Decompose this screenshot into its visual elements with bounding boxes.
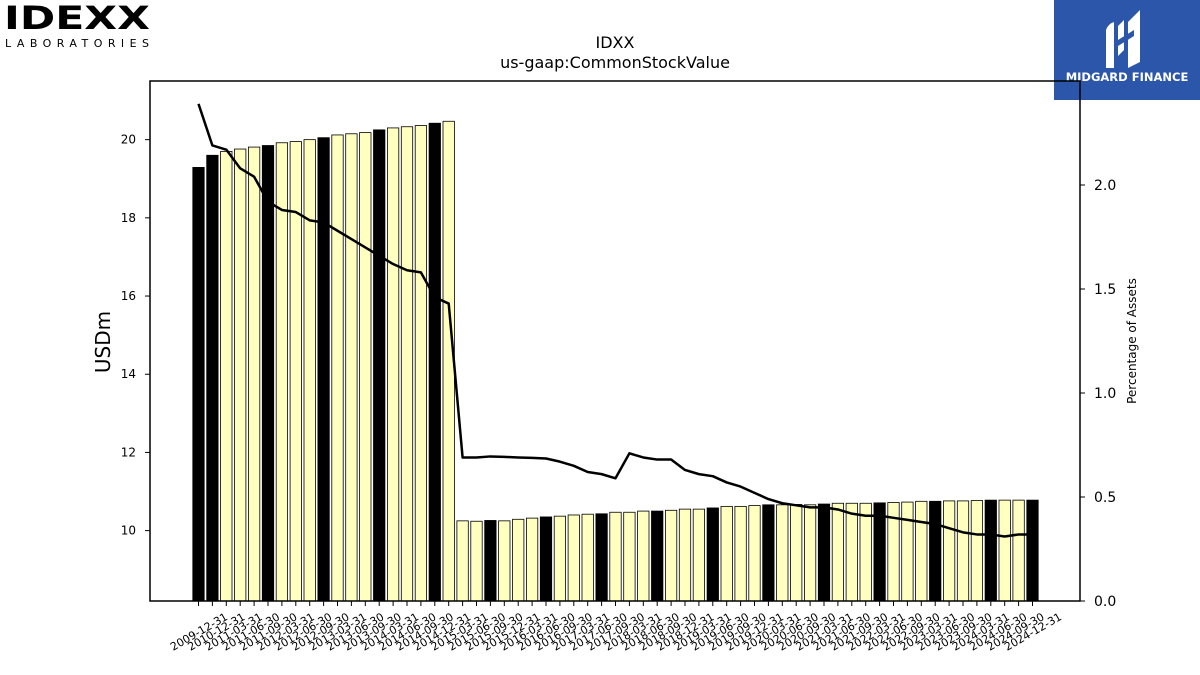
line-layer (197, 103, 1033, 538)
chart-title: IDXX (596, 33, 635, 52)
y-axis-label: USDm (91, 311, 115, 373)
y-tick-label: 18 (121, 211, 136, 225)
bar (623, 511, 636, 602)
y2-tick-label: 1.5 (1094, 282, 1116, 298)
y2-tick-label: 2.0 (1094, 178, 1116, 194)
bar (804, 504, 817, 602)
bar (192, 167, 205, 602)
bar (428, 122, 441, 602)
y-axis-left: 10 12 14 16 18 20 (121, 133, 150, 538)
bar (539, 516, 553, 602)
bar (998, 499, 1011, 602)
bar (1026, 499, 1039, 602)
badge-text: MIDGARD FINANCE (1066, 70, 1189, 84)
y2-tick-label: 1.0 (1094, 386, 1116, 402)
bar (984, 499, 997, 602)
bar (470, 520, 483, 602)
bar (595, 513, 608, 602)
bar (692, 508, 706, 602)
bar (665, 509, 678, 602)
x-axis: 2009-12-312010-12-312011-03-312011-06-30… (168, 601, 1064, 654)
bar (498, 520, 511, 602)
y-tick-label: 14 (121, 367, 136, 381)
chart-subtitle: us-gaap:CommonStockValue (500, 53, 730, 72)
y-tick-label: 10 (121, 524, 136, 538)
bar (1012, 499, 1025, 602)
bar (901, 501, 914, 602)
bar (345, 133, 358, 602)
y-axis-right: 0.0 0.5 1.0 1.5 2.0 (1080, 178, 1116, 610)
bar (970, 500, 984, 602)
bar (414, 125, 428, 602)
bar (678, 508, 692, 602)
bar (303, 139, 316, 602)
bar (512, 518, 525, 602)
y-tick-label: 16 (121, 289, 136, 303)
series-line (197, 103, 1033, 538)
bar (220, 150, 233, 602)
bar (845, 502, 858, 602)
bar (762, 504, 775, 602)
bar (567, 514, 580, 602)
bar (651, 510, 664, 602)
bar (831, 502, 845, 602)
bar (790, 504, 803, 602)
idexx-logo: IDEXX LABORATORIES (4, 2, 150, 50)
bar (234, 148, 247, 602)
bar (929, 500, 942, 602)
y2-axis-label: Percentage of Assets (1125, 278, 1139, 404)
logo-wordmark: IDEXX (4, 2, 150, 37)
bars-layer (192, 120, 1039, 602)
y2-tick-label: 0.5 (1094, 490, 1116, 506)
bar (456, 520, 469, 602)
bar (637, 510, 650, 602)
bar (359, 132, 372, 602)
bar (734, 505, 747, 602)
y-tick-label: 20 (121, 133, 136, 147)
bar (817, 503, 831, 602)
bar (400, 126, 414, 602)
bar (720, 505, 733, 602)
bar (261, 145, 275, 602)
bar (748, 505, 761, 602)
y-tick-label: 12 (121, 445, 136, 459)
y2-tick-label: 0.0 (1094, 594, 1116, 610)
bar (484, 520, 497, 602)
bar (553, 515, 567, 602)
bar (706, 507, 719, 602)
bar (859, 502, 872, 602)
bar (247, 146, 261, 602)
bar (915, 500, 928, 602)
bar (609, 511, 622, 602)
bar (956, 500, 970, 602)
bar (873, 502, 886, 602)
midgard-finance-badge: MIDGARD FINANCE (1054, 0, 1200, 100)
bar (526, 517, 539, 602)
bar (943, 500, 956, 602)
bar (581, 513, 594, 602)
bar (373, 129, 386, 602)
bar (776, 504, 789, 602)
bar (386, 127, 400, 602)
bar (206, 154, 219, 602)
bar (331, 134, 344, 602)
midgard-logo-icon: MIDGARD FINANCE (1066, 10, 1189, 84)
bar (317, 137, 330, 602)
